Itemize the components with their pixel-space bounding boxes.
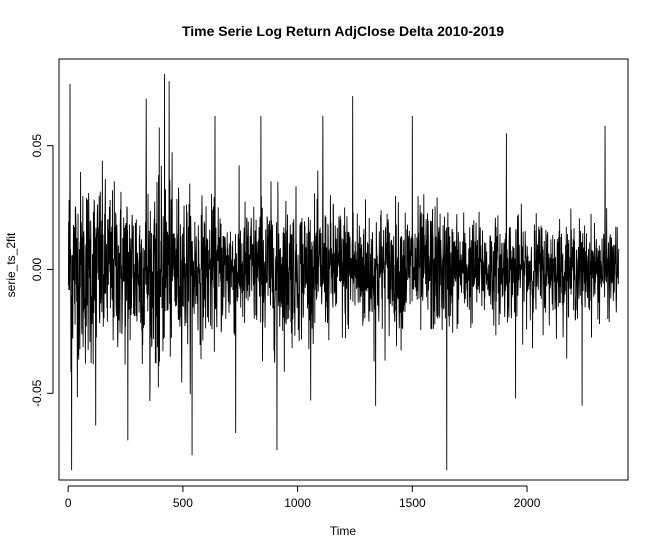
y-axis: -0.05 0.00 0.05 xyxy=(30,134,54,407)
x-axis-label: Time xyxy=(330,524,357,538)
series-line-group xyxy=(67,73,620,471)
x-axis: 0 500 1000 1500 2000 xyxy=(65,485,541,510)
y-tick-label: 0.00 xyxy=(30,257,44,281)
plot-frame xyxy=(58,58,629,481)
y-axis-label: serie_ts_2fit xyxy=(4,232,18,297)
y-tick-label: -0.05 xyxy=(30,379,44,407)
x-tick-label: 0 xyxy=(65,496,72,510)
chart-title: Time Serie Log Return AdjClose Delta 201… xyxy=(182,23,504,39)
y-tick-label: 0.05 xyxy=(30,134,44,158)
x-tick-label: 1000 xyxy=(284,496,311,510)
x-tick-label: 500 xyxy=(173,496,193,510)
x-tick-label: 2000 xyxy=(514,496,541,510)
series-line xyxy=(67,73,620,471)
x-tick-label: 1500 xyxy=(399,496,426,510)
